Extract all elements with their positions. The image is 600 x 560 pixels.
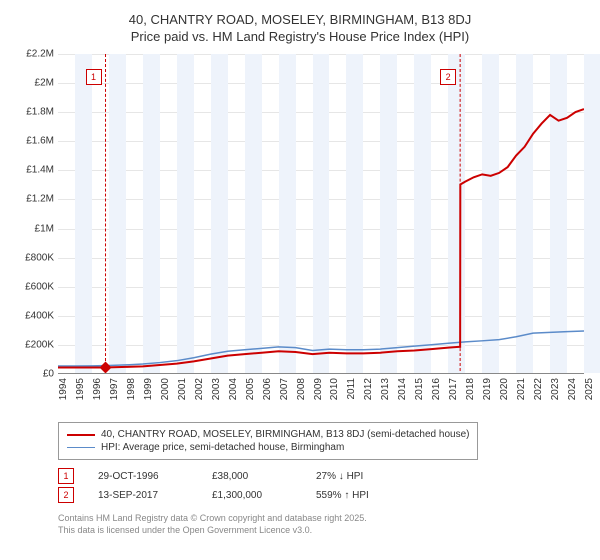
annotation-marker-2: 2 xyxy=(58,487,74,503)
x-tick-label: 2005 xyxy=(245,378,256,400)
x-tick-label: 2025 xyxy=(584,378,595,400)
marker-box-1: 1 xyxy=(86,69,102,85)
x-tick-label: 1995 xyxy=(75,378,86,400)
chart-area: £0 £200K £400K £600K £800K £1M £1.2M £1.4M £1.6M… xyxy=(12,54,588,414)
x-tick-label: 2007 xyxy=(279,378,290,400)
sale-marker-icon xyxy=(100,362,112,373)
x-tick-label: 2013 xyxy=(380,378,391,400)
title-line-1: 40, CHANTRY ROAD, MOSELEY, BIRMINGHAM, B… xyxy=(12,12,588,27)
x-tick-label: 2012 xyxy=(363,378,374,400)
x-tick-label: 2011 xyxy=(346,378,357,400)
x-tick-label: 1999 xyxy=(143,378,154,400)
y-tick-label: £0 xyxy=(43,369,54,380)
plot-region: 12 xyxy=(58,54,584,374)
x-tick-label: 2002 xyxy=(194,378,205,400)
x-tick-label: 2009 xyxy=(313,378,324,400)
plot-svg xyxy=(58,54,584,373)
y-tick-label: £800K xyxy=(25,252,54,263)
y-tick-label: £1.8M xyxy=(26,107,54,118)
x-tick-label: 2019 xyxy=(482,378,493,400)
x-tick-label: 2016 xyxy=(431,378,442,400)
footer-line-1: Contains HM Land Registry data © Crown c… xyxy=(58,513,588,525)
legend-row-hpi: HPI: Average price, semi-detached house,… xyxy=(67,442,469,453)
x-tick-label: 1994 xyxy=(58,378,69,400)
x-tick-label: 1998 xyxy=(126,378,137,400)
annotation-row: 2 13-SEP-2017 £1,300,000 559% ↑ HPI xyxy=(58,487,588,503)
x-axis: 1994 1995 1996 1997 1998 1999 2000 2001 2002 2003… xyxy=(58,374,584,414)
x-tick-label: 2000 xyxy=(160,378,171,400)
footer-line-2: This data is licensed under the Open Gov… xyxy=(58,525,588,537)
annotation-marker-1: 1 xyxy=(58,468,74,484)
x-tick-label: 1996 xyxy=(92,378,103,400)
x-tick-label: 2020 xyxy=(499,378,510,400)
chart-title-block: 40, CHANTRY ROAD, MOSELEY, BIRMINGHAM, B… xyxy=(12,12,588,44)
footer-attribution: Contains HM Land Registry data © Crown c… xyxy=(58,513,588,536)
y-tick-label: £400K xyxy=(25,310,54,321)
annotation-date: 13-SEP-2017 xyxy=(98,490,188,501)
year-band xyxy=(584,54,600,373)
y-tick-label: £200K xyxy=(25,339,54,350)
legend-line-icon xyxy=(67,447,95,448)
legend-line-icon xyxy=(67,434,95,436)
y-tick-label: £1.6M xyxy=(26,136,54,147)
x-tick-label: 2008 xyxy=(296,378,307,400)
annotation-price: £38,000 xyxy=(212,471,292,482)
x-tick-label: 2024 xyxy=(567,378,578,400)
x-tick-label: 2021 xyxy=(516,378,527,400)
annotation-table: 1 29-OCT-1996 £38,000 27% ↓ HPI 2 13-SEP… xyxy=(58,468,588,503)
annotation-delta: 559% ↑ HPI xyxy=(316,490,369,501)
x-tick-label: 2004 xyxy=(228,378,239,400)
x-tick-label: 2018 xyxy=(465,378,476,400)
x-tick-label: 2022 xyxy=(533,378,544,400)
y-tick-label: £1.4M xyxy=(26,165,54,176)
x-tick-label: 2003 xyxy=(211,378,222,400)
annotation-delta: 27% ↓ HPI xyxy=(316,471,363,482)
y-tick-label: £2M xyxy=(35,78,54,89)
annotation-row: 1 29-OCT-1996 £38,000 27% ↓ HPI xyxy=(58,468,588,484)
annotation-date: 29-OCT-1996 xyxy=(98,471,188,482)
annotation-price: £1,300,000 xyxy=(212,490,292,501)
x-tick-label: 2017 xyxy=(448,378,459,400)
y-tick-label: £1M xyxy=(35,223,54,234)
title-line-2: Price paid vs. HM Land Registry's House … xyxy=(12,29,588,44)
x-tick-label: 2023 xyxy=(550,378,561,400)
series-property-line xyxy=(58,109,584,367)
y-axis: £0£200K£400K£600K£800K£1M£1.2M£1.4M£1.6M… xyxy=(12,54,58,374)
x-tick-label: 2015 xyxy=(414,378,425,400)
x-tick-label: 2006 xyxy=(262,378,273,400)
y-tick-label: £2.2M xyxy=(26,49,54,60)
legend-row-property: 40, CHANTRY ROAD, MOSELEY, BIRMINGHAM, B… xyxy=(67,429,469,440)
legend-label-property: 40, CHANTRY ROAD, MOSELEY, BIRMINGHAM, B… xyxy=(101,429,469,440)
x-tick-label: 2014 xyxy=(397,378,408,400)
x-tick-label: 2010 xyxy=(329,378,340,400)
series-hpi-line xyxy=(58,331,584,366)
legend-label-hpi: HPI: Average price, semi-detached house,… xyxy=(101,442,344,453)
marker-box-2: 2 xyxy=(440,69,456,85)
legend: 40, CHANTRY ROAD, MOSELEY, BIRMINGHAM, B… xyxy=(58,422,478,460)
x-tick-label: 2001 xyxy=(177,378,188,400)
y-tick-label: £1.2M xyxy=(26,194,54,205)
x-tick-label: 1997 xyxy=(109,378,120,400)
y-tick-label: £600K xyxy=(25,281,54,292)
